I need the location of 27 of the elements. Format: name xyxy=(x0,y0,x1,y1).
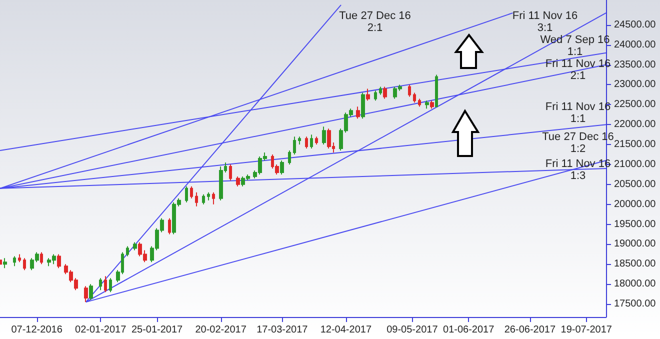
y-tick-label: 19500.00 xyxy=(614,218,656,230)
y-tick-label: 21500.00 xyxy=(614,139,656,150)
x-tick-label: 17-03-2017 xyxy=(256,324,308,336)
x-tick-label: 07-12-2016 xyxy=(11,324,63,336)
y-tick-label: 21000.00 xyxy=(614,158,656,170)
x-tick-label: 12-04-2017 xyxy=(320,324,372,336)
y-tick-label: 22000.00 xyxy=(614,119,656,130)
x-tick-label: 01-06-2017 xyxy=(443,324,495,336)
x-tick-label: 26-06-2017 xyxy=(504,324,556,336)
x-tick-label: 19-07-2017 xyxy=(560,324,612,336)
y-tick-label: 24000.00 xyxy=(614,39,656,50)
x-tick-label: 25-01-2017 xyxy=(131,324,184,336)
y-tick-label: 22500.00 xyxy=(614,99,656,110)
y-tick-label: 23000.00 xyxy=(614,79,656,90)
x-tick-label: 09-05-2017 xyxy=(386,324,438,336)
annotation: Tue 27 Dec 16 2:1 xyxy=(339,10,411,34)
y-tick-label: 19000.00 xyxy=(614,238,656,250)
y-tick-label: 18000.00 xyxy=(614,278,656,290)
y-tick-label: 18500.00 xyxy=(614,258,656,270)
y-tick-label: 20500.00 xyxy=(614,178,656,190)
x-tick-label: 02-01-2017 xyxy=(75,324,127,336)
y-tick-label: 23500.00 xyxy=(614,59,656,70)
y-tick-label: 20000.00 xyxy=(614,198,656,210)
annotation: Fri 11 Nov 16 3:1 xyxy=(512,10,578,34)
x-tick-label: 20-02-2017 xyxy=(195,324,247,336)
y-tick-label: 17500.00 xyxy=(614,298,656,310)
y-tick-label: 24500.00 xyxy=(614,19,656,30)
